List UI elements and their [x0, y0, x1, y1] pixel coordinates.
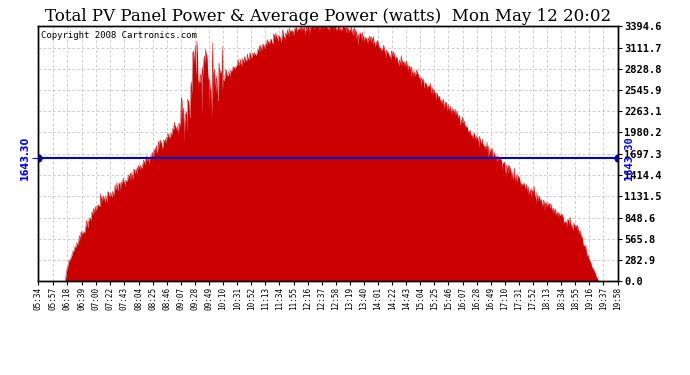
Text: Copyright 2008 Cartronics.com: Copyright 2008 Cartronics.com	[41, 32, 197, 40]
Title: Total PV Panel Power & Average Power (watts)  Mon May 12 20:02: Total PV Panel Power & Average Power (wa…	[45, 8, 611, 25]
